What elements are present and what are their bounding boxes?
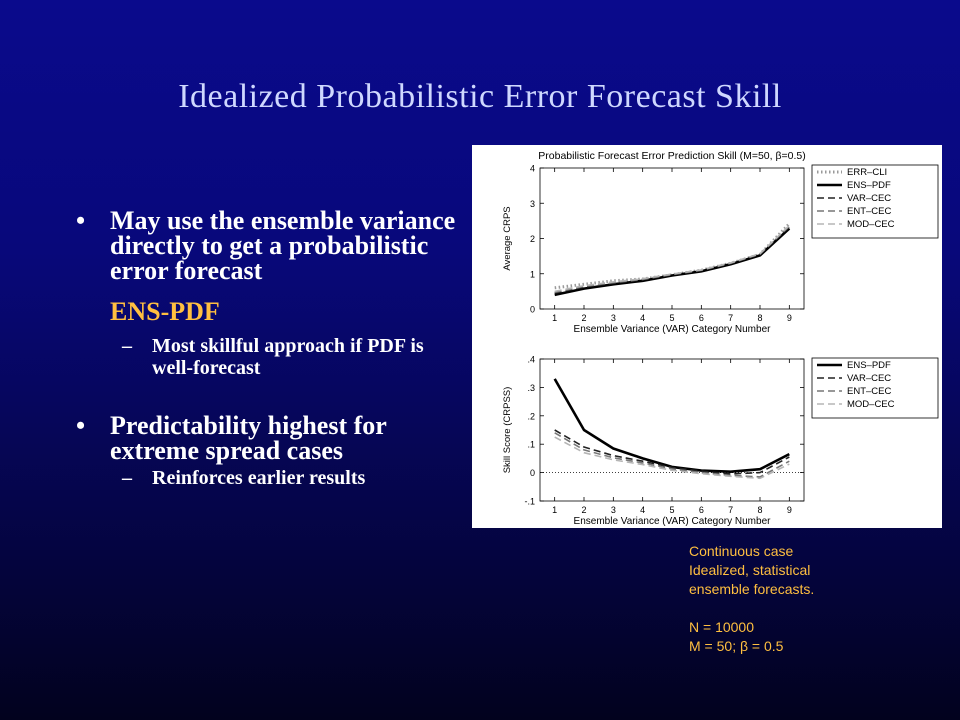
bullet-marker: • (76, 206, 86, 235)
spacer (72, 379, 457, 413)
x-tick-label: 2 (581, 313, 586, 323)
caption-box: Continuous case Idealized, statistical e… (689, 542, 949, 656)
bullet-text: Predictability highest for extreme sprea… (110, 411, 387, 465)
caption-line: M = 50; β = 0.5 (689, 638, 784, 654)
slide-title: Idealized Probabilistic Error Forecast S… (178, 78, 782, 115)
series-line (554, 432, 790, 478)
x-tick-label: 8 (757, 313, 762, 323)
legend-label: ENS–PDF (847, 180, 891, 191)
caption-line: ensemble forecasts. (689, 581, 815, 597)
x-tick-label: 4 (640, 505, 645, 515)
sub-bullet-text: Reinforces earlier results (152, 467, 366, 489)
chart-title: Probabilistic Forecast Error Prediction … (538, 150, 805, 162)
highlight-label: ENS-PDF (110, 297, 220, 326)
x-tick-label: 1 (552, 313, 557, 323)
y-tick-label: 0 (530, 468, 535, 478)
y-axis-label: Skill Score (CRPSS) (502, 387, 513, 474)
x-axis-label: Ensemble Variance (VAR) Category Number (574, 516, 772, 527)
series-line (553, 378, 790, 474)
chart-panel: Probabilistic Forecast Error Prediction … (472, 145, 942, 528)
y-tick-label: 2 (530, 234, 535, 244)
bullet-list: • May use the ensemble variance directly… (72, 206, 457, 490)
series-line (554, 224, 790, 293)
legend-label: MOD–CEC (847, 219, 895, 230)
x-tick-label: 7 (728, 505, 733, 515)
legend-label: ENS–PDF (847, 360, 891, 371)
legend-label: VAR–CEC (847, 193, 891, 204)
bullet-marker: • (76, 411, 86, 440)
x-tick-label: 1 (552, 505, 557, 515)
x-tick-label: 5 (669, 505, 674, 515)
x-axis-label: Ensemble Variance (VAR) Category Number (574, 324, 772, 335)
x-tick-label: 3 (611, 313, 616, 323)
x-tick-label: 6 (699, 505, 704, 515)
caption-line: Continuous case (689, 543, 794, 559)
x-tick-label: 5 (669, 313, 674, 323)
legend-label: ENT–CEC (847, 386, 891, 397)
y-tick-label: -.1 (524, 497, 535, 507)
x-tick-label: 7 (728, 313, 733, 323)
series-line (554, 429, 790, 475)
x-tick-label: 6 (699, 313, 704, 323)
caption-line: Idealized, statistical (689, 562, 811, 578)
y-tick-label: 0 (530, 305, 535, 315)
legend-label: VAR–CEC (847, 373, 891, 384)
charts-figure: Probabilistic Forecast Error Prediction … (502, 150, 939, 527)
caption-line (689, 599, 949, 618)
sub-bullet-item: – Most skillful approach if PDF is well-… (72, 335, 457, 379)
bullet-item: • Predictability highest for extreme spr… (72, 411, 457, 465)
legend-label: ERR–CLI (847, 167, 887, 178)
y-tick-label: .2 (527, 411, 535, 421)
x-tick-label: 3 (611, 505, 616, 515)
x-tick-label: 2 (581, 505, 586, 515)
y-tick-label: 1 (530, 269, 535, 279)
series-line (554, 225, 790, 294)
y-tick-label: 4 (530, 164, 535, 174)
x-tick-label: 8 (757, 505, 762, 515)
series-line (554, 226, 790, 294)
y-tick-label: .1 (527, 440, 535, 450)
series-line (554, 227, 791, 297)
y-tick-label: .4 (527, 355, 535, 365)
y-tick-label: .3 (527, 383, 535, 393)
y-tick-label: 3 (530, 199, 535, 209)
dash-marker: – (122, 335, 132, 357)
sub-bullet-item: – Reinforces earlier results (72, 467, 457, 489)
legend-label: ENT–CEC (847, 206, 891, 217)
legend-box (811, 357, 939, 419)
caption-line: N = 10000 (689, 619, 754, 635)
series-line (554, 436, 790, 480)
plot-frame (539, 358, 805, 502)
bullet-text: May use the ensemble variance directly t… (110, 206, 456, 285)
sub-bullet-text: Most skillful approach if PDF is well-fo… (152, 335, 424, 379)
x-tick-label: 4 (640, 313, 645, 323)
legend-label: MOD–CEC (847, 399, 895, 410)
bullet-item: • May use the ensemble variance directly… (72, 206, 457, 285)
legend-box (811, 164, 939, 239)
dash-marker: – (122, 467, 132, 489)
y-axis-label: Average CRPS (502, 206, 513, 270)
x-tick-label: 9 (787, 505, 792, 515)
x-tick-label: 9 (787, 313, 792, 323)
